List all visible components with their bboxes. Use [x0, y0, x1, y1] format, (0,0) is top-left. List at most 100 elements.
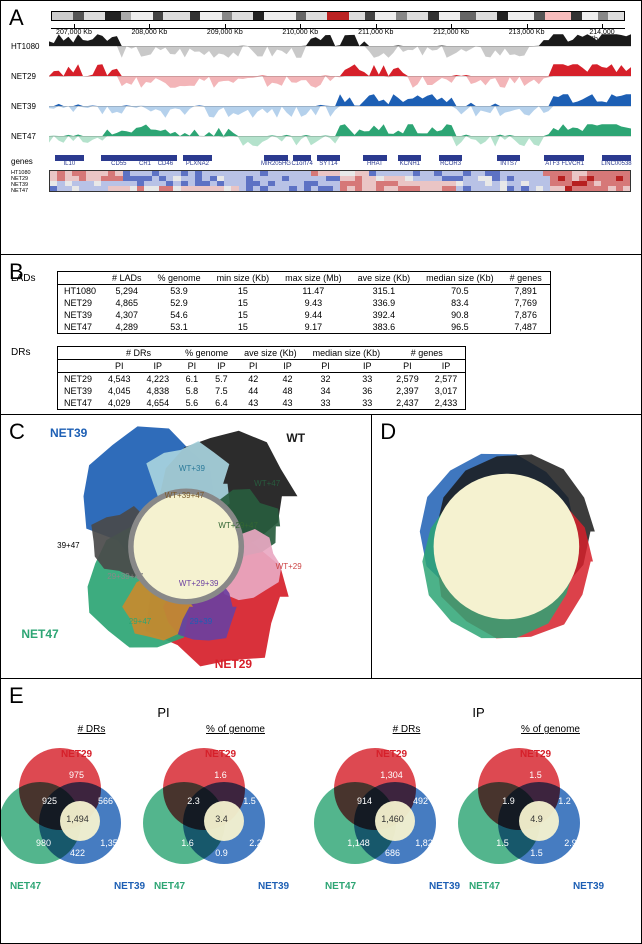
venn-column: % of genome1.52.91.51.21.91.54.9NET29NET…: [481, 724, 621, 916]
venn-column: # DRs9751,3539805669254221,494NET29NET39…: [22, 724, 162, 916]
table-header: ave size (Kb): [350, 272, 419, 285]
venn-group: IP# DRs1,3041,8261,1484929146861,460NET2…: [337, 705, 621, 916]
track-row: NET29: [11, 63, 631, 89]
panel-a: A 207,000 Kb208,000 Kb209,000 Kb210,000 …: [1, 1, 641, 255]
ideogram-band: [200, 12, 221, 20]
table-cell: 4,543: [100, 373, 139, 386]
chow-outer-label: NET29: [215, 657, 252, 671]
table-cell: 15: [209, 321, 278, 334]
chow-inner-label: 29+47: [129, 617, 151, 626]
venn-set-label: NET29: [61, 749, 92, 760]
table-cell: 54.6: [150, 309, 209, 321]
table-cell: 4,289: [104, 321, 150, 334]
ideogram-band: [460, 12, 476, 20]
venn-value: 1.5: [529, 770, 542, 780]
chow-outer-label: WT: [286, 431, 305, 445]
venn-value: 1.5: [243, 796, 256, 806]
table-cell: 4,029: [100, 397, 139, 410]
table-cell: 2,579: [388, 373, 427, 386]
ideogram-band: [396, 12, 407, 20]
ideogram-band: [163, 12, 189, 20]
venn-diagram: 1,3041,8261,1484929146861,460NET29NET39N…: [337, 751, 477, 916]
venn-value: 4.9: [530, 814, 543, 824]
venn-value: 1.2: [558, 796, 571, 806]
table-subheader: PI: [236, 360, 270, 373]
table-cell: 5.7: [207, 373, 237, 386]
table-cell: 43: [270, 397, 304, 410]
chow-outer-label: NET39: [50, 426, 87, 440]
ideogram-band: [52, 12, 73, 20]
table-cell: 90.8: [418, 309, 502, 321]
figure: A 207,000 Kb208,000 Kb209,000 Kb210,000 …: [0, 0, 642, 944]
table-cell: 3,017: [427, 385, 466, 397]
ideogram-band: [365, 12, 376, 20]
gene-name: SYT14: [319, 161, 337, 167]
table-cell: 42: [270, 373, 304, 386]
table-cell: 383.6: [350, 321, 419, 334]
chow-diagram: [378, 421, 635, 672]
venn-set-label: NET29: [376, 749, 407, 760]
venn-value: 2.9: [564, 838, 577, 848]
venn-set-label: NET47: [154, 881, 185, 892]
table-row: NET294,86552.9159.43336.983.47,769: [58, 297, 551, 309]
table-cell: 48: [270, 385, 304, 397]
ideogram-band: [476, 12, 497, 20]
table-cell: 9.43: [277, 297, 350, 309]
table-cell: NET29: [58, 373, 101, 386]
table-header: # LADs: [104, 272, 150, 285]
ideogram-band: [84, 12, 105, 20]
venn-subtitle: # DRs: [337, 724, 477, 735]
table-cell: 9.17: [277, 321, 350, 334]
gene-name: RCOR3: [440, 161, 461, 167]
table-subheader: PI: [305, 360, 347, 373]
gene-name: KCNH1: [400, 161, 420, 167]
panel-e: E PI# DRs9751,3539805669254221,494NET29N…: [1, 679, 641, 943]
ideogram-band: [582, 12, 598, 20]
chow-inner-label: 29+39: [190, 617, 212, 626]
table-header: # genes: [388, 347, 466, 360]
table-cell: 32: [305, 373, 347, 386]
track-label: NET47: [11, 132, 49, 141]
table-cell: 5.6: [177, 397, 207, 410]
gene-name: C1orf74: [291, 161, 312, 167]
table-cell: 4,654: [139, 397, 178, 410]
venn-value: 914: [357, 796, 372, 806]
venn-set-label: NET39: [114, 881, 145, 892]
table-cell: 15: [209, 285, 278, 298]
track: [49, 33, 631, 59]
ideogram-band: [439, 12, 460, 20]
ideogram-band: [222, 12, 233, 20]
table-header: max size (Mb): [277, 272, 350, 285]
ideogram-band: [327, 12, 348, 20]
venn-set-label: NET47: [325, 881, 356, 892]
table-header: median size (Kb): [305, 347, 389, 360]
table-cell: 53.9: [150, 285, 209, 298]
gene-name: PLXNA2: [186, 161, 209, 167]
table-cell: 52.9: [150, 297, 209, 309]
table-cell: 392.4: [350, 309, 419, 321]
ideogram-band: [131, 12, 152, 20]
venn-value: 1,148: [347, 838, 370, 848]
ideogram-band: [306, 12, 327, 20]
ideogram-band: [190, 12, 201, 20]
chow-inner-label: 39+47: [57, 541, 79, 550]
table-cell: NET47: [58, 397, 101, 410]
venn-subtitle: % of genome: [166, 724, 306, 735]
gene-name: CD55: [111, 161, 126, 167]
ideogram-band: [253, 12, 264, 20]
venn-value: 1,353: [100, 838, 123, 848]
table-subheader: IP: [139, 360, 178, 373]
ideogram-band: [571, 12, 582, 20]
track-label: NET39: [11, 102, 49, 111]
track-row: NET39: [11, 93, 631, 119]
table-cell: 2,433: [427, 397, 466, 410]
track: [49, 63, 631, 89]
table-cell: NET47: [58, 321, 105, 334]
gene-name: FLVCR1: [562, 161, 585, 167]
venn-value: 1,460: [381, 814, 404, 824]
ideogram-band: [598, 12, 609, 20]
venn-value: 980: [36, 838, 51, 848]
table-cell: 34: [305, 385, 347, 397]
venn-set-label: NET29: [520, 749, 551, 760]
table-cell: 7.5: [207, 385, 237, 397]
